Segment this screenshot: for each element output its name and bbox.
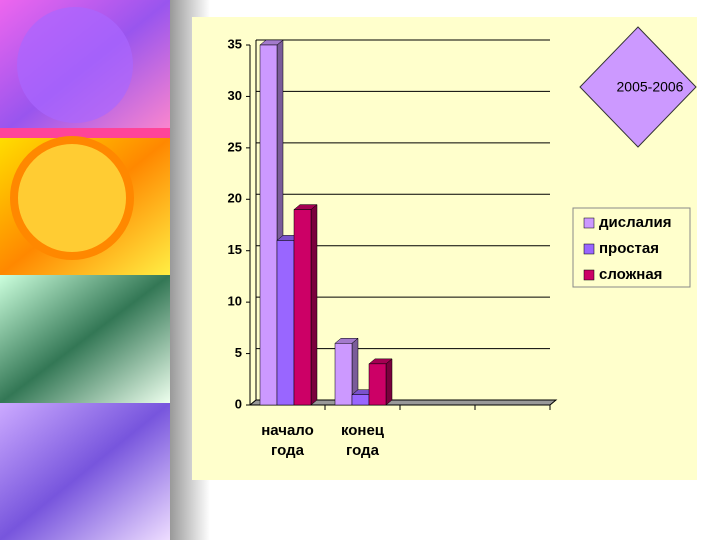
legend-label: простая: [599, 240, 659, 257]
y-tick-label: 10: [228, 294, 242, 309]
bar: [368, 363, 387, 406]
bar: [276, 240, 295, 406]
y-tick-label: 30: [228, 88, 242, 103]
y-tick-label: 25: [228, 139, 242, 154]
bar-side: [310, 204, 318, 406]
clock-face: [17, 7, 133, 123]
bar: [259, 44, 278, 406]
floor: [248, 399, 558, 406]
y-tick-label: 0: [235, 396, 242, 411]
bar: [293, 209, 312, 406]
legend-label: дислалия: [599, 214, 671, 231]
annotation-diamond: [579, 26, 697, 148]
image-books: [0, 403, 170, 540]
bar: [334, 343, 353, 406]
y-tick-label: 5: [235, 345, 242, 360]
clock-face: [10, 136, 134, 260]
x-tick-label: конец года: [340, 422, 385, 459]
annotation: 2005-2006: [617, 79, 684, 95]
legend-swatch: [583, 217, 595, 229]
stripe: [0, 128, 170, 138]
image-books: [0, 275, 170, 403]
bar-side: [385, 358, 393, 406]
y-tick-label: 15: [228, 242, 242, 257]
y-tick-label: 20: [228, 191, 242, 206]
x-tick-label: начало года: [261, 422, 314, 459]
legend-label: сложная: [599, 266, 662, 283]
bar: [351, 394, 370, 406]
legend-swatch: [583, 243, 595, 255]
y-tick-label: 35: [228, 36, 242, 51]
legend-swatch: [583, 269, 595, 281]
